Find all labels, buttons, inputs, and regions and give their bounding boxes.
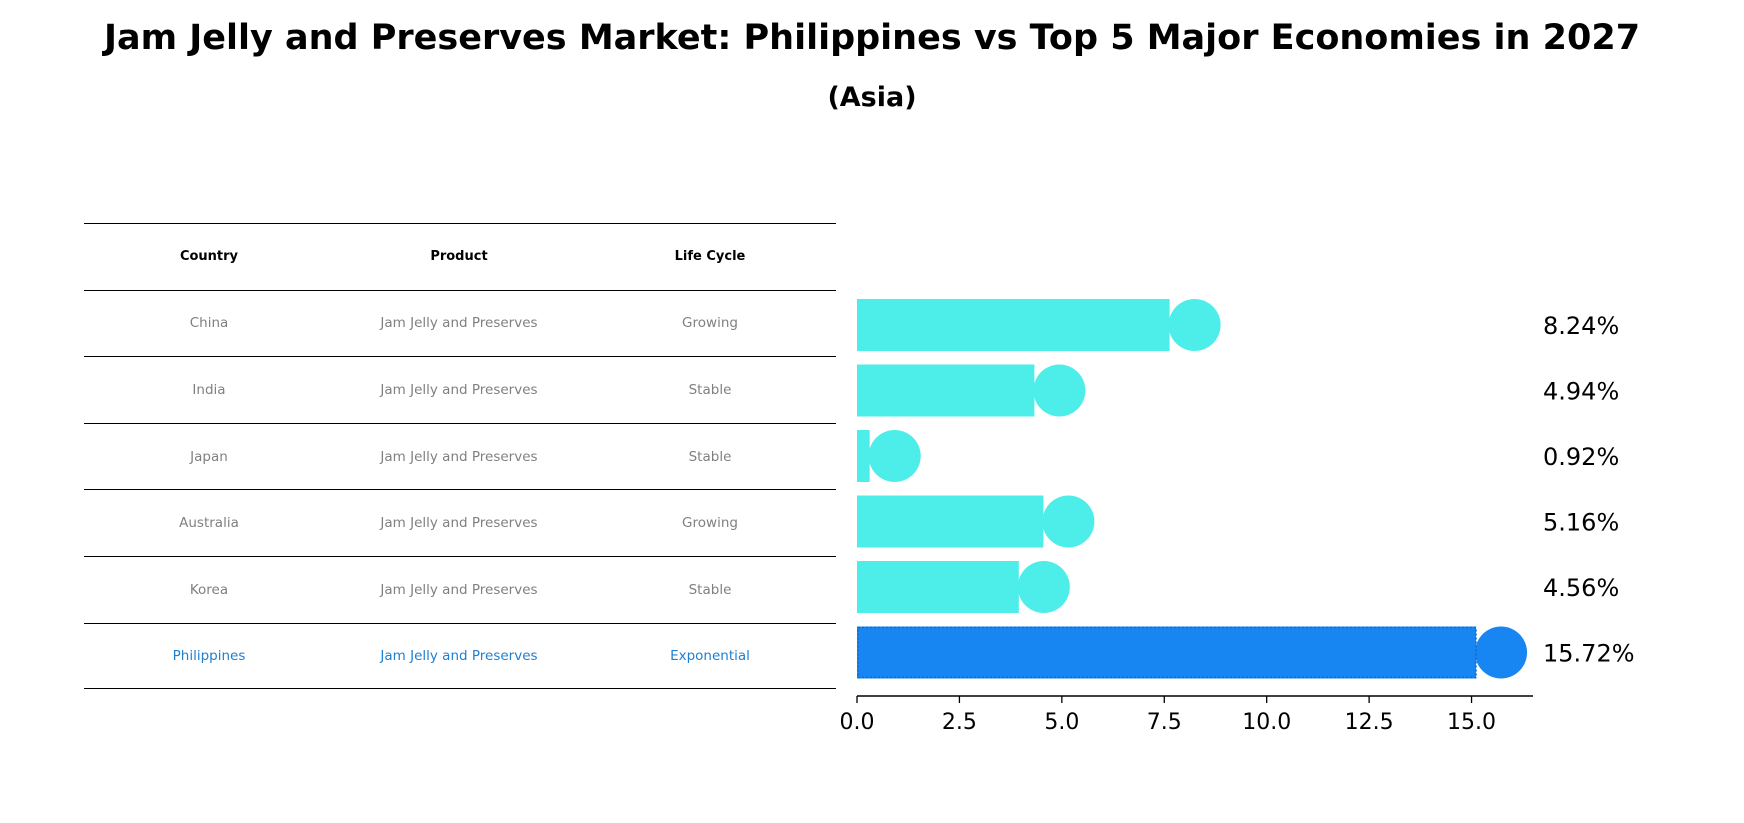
country-cell: Japan bbox=[190, 448, 228, 465]
table-row: China Jam Jelly and Preserves Growing bbox=[84, 289, 836, 357]
table-row: Korea Jam Jelly and Preserves Stable bbox=[84, 555, 836, 623]
bar-highlight-outline bbox=[857, 626, 1477, 679]
x-tick-label: 0.0 bbox=[840, 710, 875, 735]
bar-cap bbox=[1033, 364, 1086, 417]
product-cell: Jam Jelly and Preserves bbox=[380, 581, 538, 598]
bar-body bbox=[857, 299, 1170, 351]
header-country: Country bbox=[179, 249, 239, 265]
product-cell: Jam Jelly and Preserves bbox=[380, 515, 538, 532]
chart-subtitle: (Asia) bbox=[827, 82, 917, 113]
table-row: Australia Jam Jelly and Preserves Growin… bbox=[84, 489, 836, 556]
bar-cap bbox=[868, 430, 921, 482]
bars-group bbox=[857, 299, 1528, 679]
data-table: Country Product Life Cycle China Jam Jel… bbox=[84, 223, 836, 690]
table-row-highlighted: Philippines Jam Jelly and Preserves Expo… bbox=[84, 622, 836, 690]
country-cell: India bbox=[192, 381, 226, 398]
table-header-row: Country Product Life Cycle bbox=[84, 223, 836, 290]
x-tick-label: 15.0 bbox=[1447, 710, 1496, 735]
life-cycle-cell: Growing bbox=[682, 315, 738, 332]
header-life-cycle: Life Cycle bbox=[674, 249, 746, 265]
life-cycle-cell: Growing bbox=[682, 515, 738, 532]
product-cell: Jam Jelly and Preserves bbox=[380, 381, 538, 398]
country-cell: Australia bbox=[179, 515, 239, 532]
value-labels-group: 8.24% 4.94% 0.92% 5.16% 4.56% 15.72% bbox=[1543, 312, 1635, 668]
x-tick-label: 2.5 bbox=[942, 710, 977, 735]
x-tick-label: 10.0 bbox=[1242, 710, 1291, 735]
table-row: Japan Jam Jelly and Preserves Stable bbox=[84, 422, 836, 490]
bar-cap bbox=[1042, 495, 1095, 548]
bar-cap bbox=[1017, 561, 1070, 613]
bar-body bbox=[857, 364, 1035, 417]
bar-india bbox=[857, 364, 1086, 417]
bar-korea bbox=[857, 561, 1070, 613]
x-tick-label: 5.0 bbox=[1044, 710, 1079, 735]
x-tick-label: 12.5 bbox=[1345, 710, 1394, 735]
bar-australia bbox=[857, 495, 1095, 548]
life-cycle-cell: Stable bbox=[688, 448, 732, 465]
product-cell: Jam Jelly and Preserves bbox=[380, 647, 538, 664]
value-label: 4.94% bbox=[1543, 378, 1619, 406]
x-axis: 0.0 2.5 5.0 7.5 10.0 12.5 15.0 bbox=[840, 695, 1533, 735]
value-label: 0.92% bbox=[1543, 443, 1619, 471]
country-cell: China bbox=[189, 315, 229, 332]
product-cell: Jam Jelly and Preserves bbox=[380, 315, 538, 332]
country-cell: Korea bbox=[189, 581, 229, 598]
life-cycle-cell: Stable bbox=[688, 381, 732, 398]
life-cycle-cell: Stable bbox=[688, 581, 732, 598]
header-product: Product bbox=[430, 249, 488, 265]
x-tick-label: 7.5 bbox=[1147, 710, 1182, 735]
chart-title: Jam Jelly and Preserves Market: Philippi… bbox=[103, 18, 1641, 58]
life-cycle-cell: Exponential bbox=[670, 647, 750, 664]
bar-cap bbox=[1475, 626, 1528, 679]
bar-body bbox=[857, 495, 1044, 548]
bar-philippines bbox=[857, 626, 1528, 679]
bar-body bbox=[857, 626, 1477, 679]
table-row: India Jam Jelly and Preserves Stable bbox=[84, 356, 836, 423]
bar-body bbox=[857, 561, 1019, 613]
value-label: 15.72% bbox=[1543, 640, 1635, 668]
bar-china bbox=[857, 299, 1221, 351]
value-label: 4.56% bbox=[1543, 574, 1619, 602]
bar-body bbox=[857, 430, 870, 482]
bar-japan bbox=[857, 430, 921, 482]
value-label: 5.16% bbox=[1543, 509, 1619, 537]
value-label: 8.24% bbox=[1543, 312, 1619, 340]
product-cell: Jam Jelly and Preserves bbox=[380, 448, 538, 465]
country-cell: Philippines bbox=[172, 647, 246, 664]
bar-cap bbox=[1168, 299, 1221, 351]
